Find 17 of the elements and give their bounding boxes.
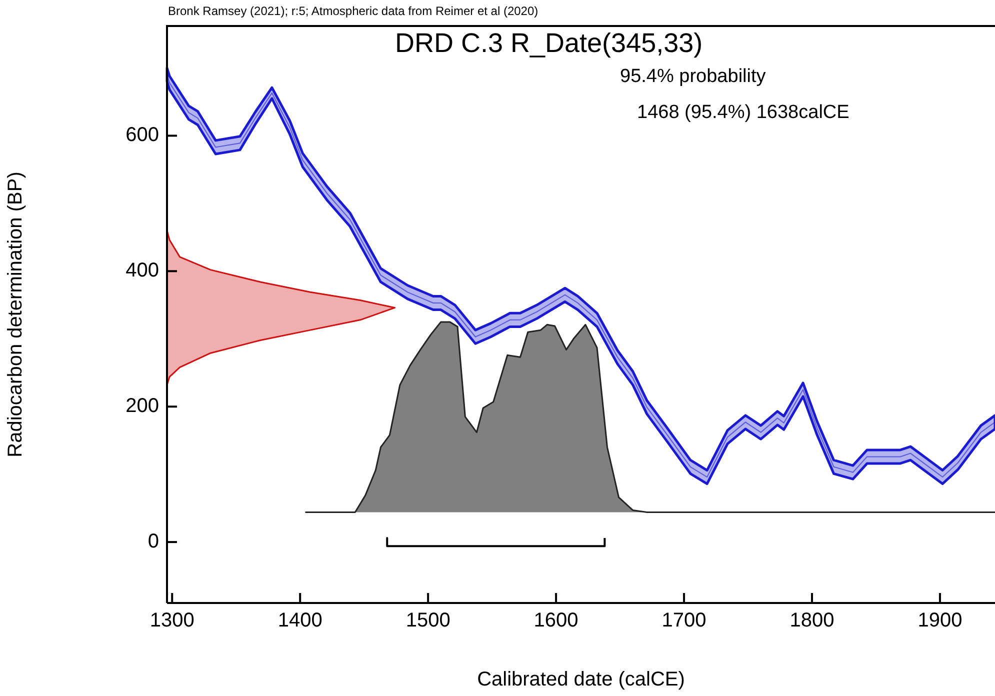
x-tick-label: 1400 <box>278 610 322 632</box>
x-tick-label: 1600 <box>534 610 578 632</box>
annotation: 95.4% probability <box>620 66 766 88</box>
y-tick-label: 0 <box>148 530 159 553</box>
y-tick-label: 600 <box>126 124 159 146</box>
x-tick-label: 1700 <box>662 610 706 632</box>
x-axis-title: Calibrated date (calCE) <box>477 668 685 691</box>
x-tick-label: 1500 <box>406 610 450 632</box>
x-tick-label: 1900 <box>918 610 962 632</box>
x-tick-label: 1300 <box>150 610 194 632</box>
annotation: 1468 (95.4%) 1638calCE <box>637 102 850 124</box>
y-axis-title: Radiocarbon determination (BP) <box>4 172 27 458</box>
y-tick-label: 400 <box>126 260 159 282</box>
y-tick-label: 200 <box>126 395 159 418</box>
chart-title: DRD C.3 R_Date(345,33) <box>395 28 703 59</box>
x-tick-label: 1800 <box>790 610 834 632</box>
text: Bronk Ramsey (2021); r:5; Atmospheric data from Reimer et al (2020) <box>168 4 538 18</box>
